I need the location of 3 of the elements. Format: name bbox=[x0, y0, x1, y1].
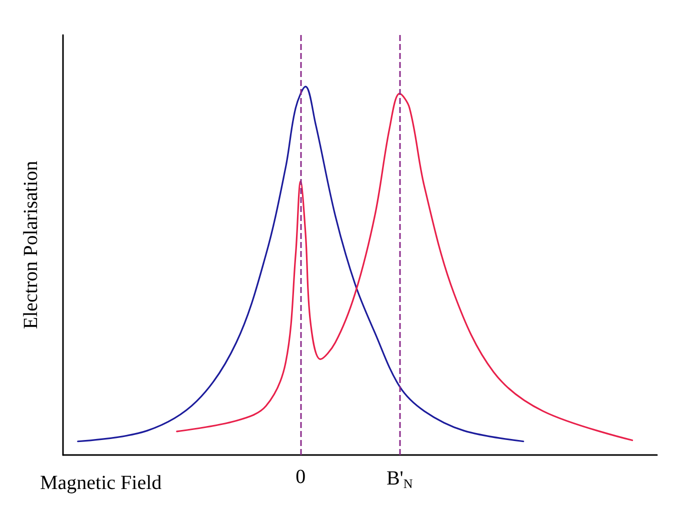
x-tick-label: 0 bbox=[296, 466, 306, 488]
y-axis-title: Electron Polarisation bbox=[20, 160, 42, 330]
x-axis-title: Magnetic Field bbox=[40, 472, 162, 494]
